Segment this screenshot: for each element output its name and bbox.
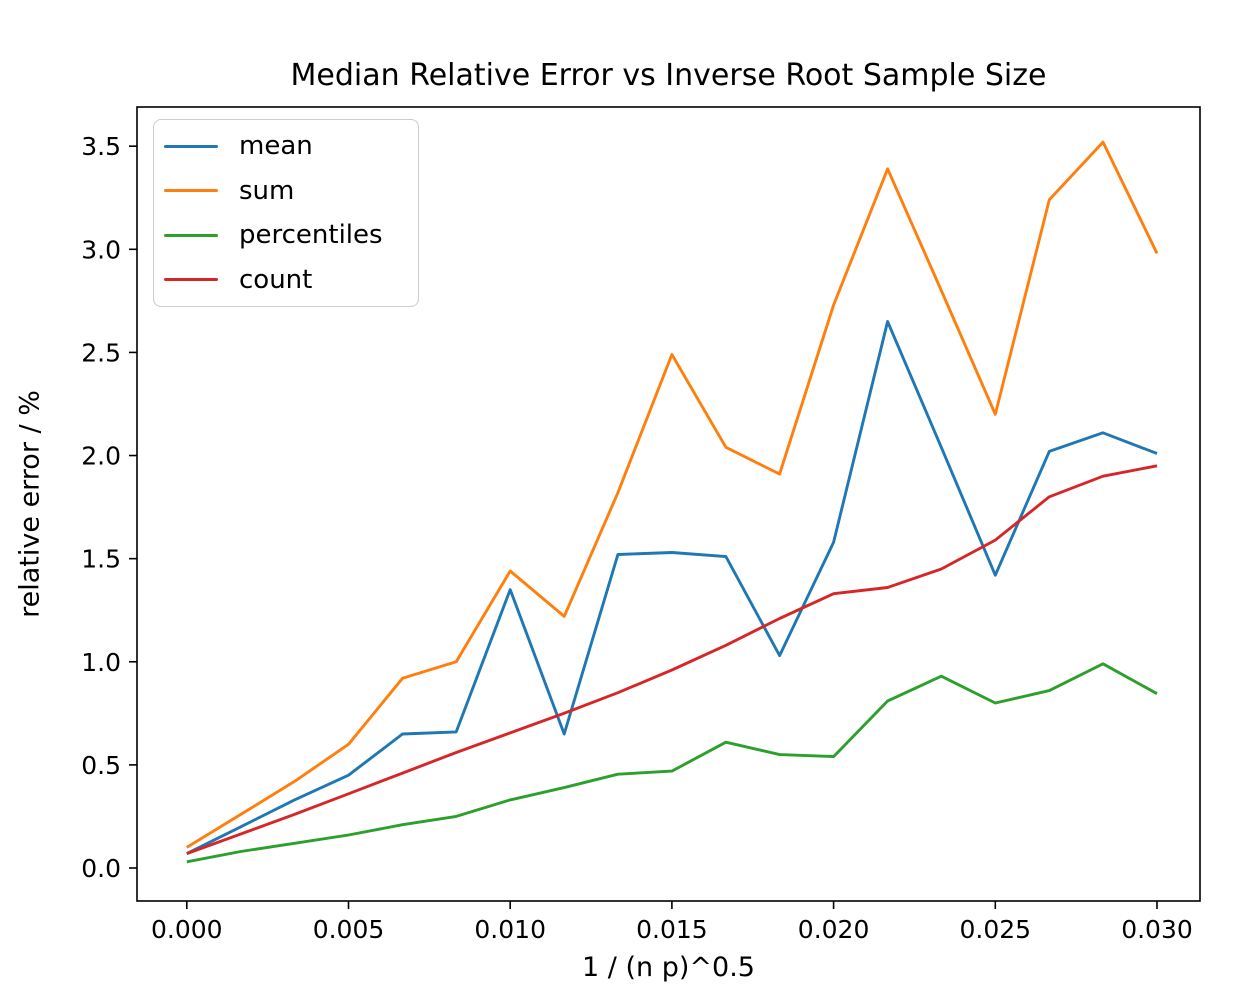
series-mean-line: [186, 320, 1158, 855]
legend-item-sum: sum: [154, 178, 418, 204]
legend-item-count: count: [154, 267, 418, 293]
legend-swatch-count: [164, 278, 218, 282]
y-tick-label: 3.0: [81, 235, 121, 264]
legend-label-count: count: [239, 264, 313, 295]
y-tick-label: 0.0: [81, 854, 121, 883]
y-axis-label: relative error / %: [14, 390, 46, 618]
series-sum-line: [186, 140, 1159, 849]
x-tick-label: 0.025: [960, 915, 1032, 944]
axis-tick-labels: 0.000 0.005 0.010 0.015 0.020 0.025 0.030 0.0 0.…: [81, 132, 1193, 944]
x-tick-label: 0.020: [798, 915, 870, 944]
y-tick-label: 1.5: [81, 545, 121, 574]
axes-spines: [136, 106, 1201, 902]
legend-swatch-percentiles: [164, 233, 218, 237]
series-percentiles-line: [186, 662, 1158, 864]
x-axis-label: 1 / (n p)^0.5: [582, 952, 755, 983]
chart-title: Median Relative Error vs Inverse Root Sa…: [290, 58, 1047, 93]
y-tick-label: 2.0: [81, 442, 121, 471]
legend-label-percentiles: percentiles: [239, 220, 383, 251]
y-tick-label: 2.5: [81, 338, 121, 367]
legend-item-mean: mean: [154, 133, 418, 159]
legend-label-sum: sum: [239, 175, 295, 206]
x-tick-label: 0.015: [636, 915, 708, 944]
x-tick-label: 0.010: [474, 915, 546, 944]
series-count-line: [186, 464, 1158, 855]
legend-box: mean sum percentiles count: [153, 119, 419, 307]
legend-item-percentiles: percentiles: [154, 222, 418, 248]
axis-ticks: [129, 145, 1158, 909]
y-tick-label: 1.0: [81, 648, 121, 677]
legend-swatch-mean: [164, 144, 218, 148]
x-tick-label: 0.000: [151, 915, 223, 944]
y-tick-label: 3.5: [81, 132, 121, 161]
y-tick-label: 0.5: [81, 751, 121, 780]
x-tick-label: 0.005: [313, 915, 385, 944]
x-tick-label: 0.030: [1121, 915, 1193, 944]
legend-swatch-sum: [164, 189, 218, 193]
legend-label-mean: mean: [239, 131, 313, 162]
series-lines: [186, 140, 1159, 864]
